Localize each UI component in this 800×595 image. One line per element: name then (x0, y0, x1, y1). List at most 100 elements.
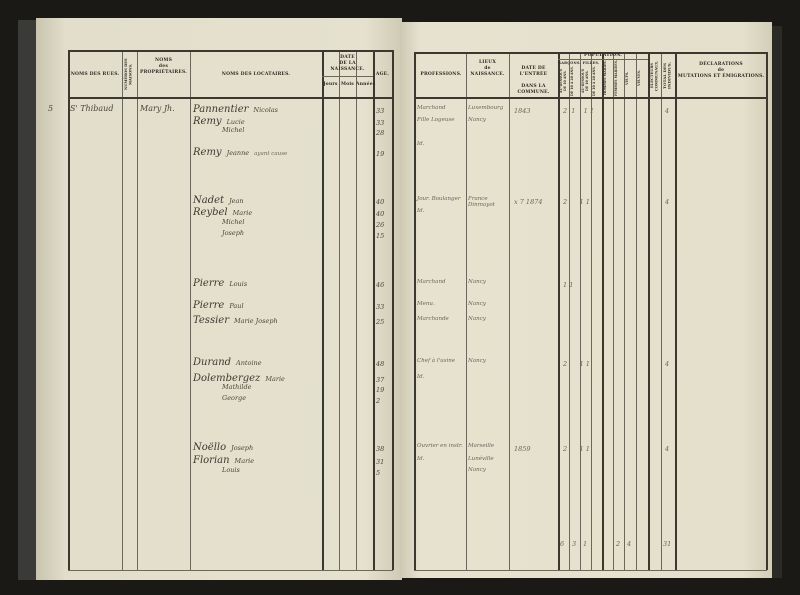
age-value: 19 (376, 150, 385, 158)
header-subcolumn: VEUVES. (637, 70, 641, 86)
column-line (648, 52, 650, 570)
column-line (190, 50, 191, 570)
tenant-given-name: George (222, 394, 247, 402)
tenant-row: Remy Lucie (193, 116, 245, 127)
birthplace-value: Lunéville (468, 456, 494, 462)
tenant-row: Pierre Louis (193, 278, 247, 289)
profession-value: Marchand (417, 279, 446, 285)
tenant-given-name: Jean (229, 197, 244, 205)
tenant-surname: Durand (193, 357, 232, 368)
tenant-given-name: Marie (232, 209, 253, 217)
age-value: 33 (376, 303, 385, 311)
column-line (392, 50, 394, 570)
tenant-given-name: Lucie (226, 118, 245, 126)
tenant-row: Remy Jeanne ayant cause (193, 147, 287, 158)
tenant-surname: Pierre (193, 300, 225, 311)
birth-date-divider (322, 76, 373, 77)
tenant-given-name: Joseph (231, 444, 254, 452)
profession-value: Menu. (417, 301, 435, 307)
tenant-surname: Remy (193, 116, 222, 127)
tenant-surname: Dolembergez (193, 373, 261, 384)
header-top-line (68, 50, 393, 52)
house-number: 5 (48, 104, 54, 113)
header-profession: PROFESSIONS. (420, 72, 462, 77)
profession-value: Marchand (417, 105, 446, 111)
profession-value: Chef à l'usine (417, 358, 456, 364)
birthplace-value: Nancy (468, 358, 486, 364)
column-line (613, 52, 614, 570)
profession-value: Id. (417, 208, 425, 214)
tenant-row: Michel (222, 218, 245, 226)
column-line (766, 52, 768, 570)
header-birth-date: DATE DE LA NAISSANCE. (322, 55, 373, 73)
population-divider (558, 59, 648, 60)
profession-value: Ouvrier en instr. (417, 443, 463, 449)
header-month: Mois (340, 82, 355, 87)
age-value: 48 (376, 360, 385, 368)
tenant-note: ayant cause (254, 151, 288, 157)
birthplace-value: Nancy (468, 301, 486, 307)
column-line (356, 50, 357, 570)
tenant-given-name: Michel (222, 126, 245, 134)
column-line (602, 52, 604, 570)
birthplace-value: Luxembourg (468, 105, 504, 111)
header-year: Années (356, 82, 376, 87)
tenant-row: Nadet Jean (193, 195, 244, 206)
profession-value: Jour. Boulanger (417, 196, 461, 202)
age-value: 46 (376, 281, 385, 289)
header-subcolumn: AU-DESSOUS DE 10 ANS. (581, 68, 589, 94)
column-line (624, 52, 625, 570)
population-counts: 2 1 1 1 (563, 107, 595, 115)
total-value: 4 (665, 107, 670, 115)
header-subcolumn: FEMMES MARIÉES. (614, 60, 618, 96)
age-value: 37 (376, 376, 385, 384)
tenant-row: Dolembergez Marie (193, 373, 285, 384)
column-line (509, 52, 510, 570)
header-bottom-line (414, 97, 767, 99)
profession-value: Fille Logeuse (417, 117, 455, 123)
entry-date-line2: DANS LA COMMUNE. (517, 84, 550, 95)
column-total: 3 (572, 540, 577, 548)
column-line (569, 52, 570, 570)
header-boys: GARÇONS. (558, 61, 581, 65)
header-age: AGE. (375, 72, 390, 77)
header-day: Jours (323, 82, 338, 87)
table-bottom-line (414, 570, 767, 571)
owners-line2: des (158, 64, 169, 69)
age-value: 19 (376, 386, 385, 394)
population-counts: 2 1 1 (563, 445, 590, 453)
population-counts: 2 1 1 (563, 360, 590, 368)
header-entry-date: DATE DE L'ENTRÉE DANS LA COMMUNE. (509, 66, 558, 96)
street-name: S' Thibaud (70, 104, 114, 113)
header-girls: FILLES. (582, 61, 600, 65)
column-total: 2 (616, 540, 621, 548)
tenant-given-name: Marie (265, 375, 285, 383)
age-value: 26 (376, 221, 385, 229)
population-counts: 1 1 (563, 281, 574, 289)
birthplace-value: Nancy (468, 279, 486, 285)
age-value: 5 (376, 469, 381, 477)
owner-name: Mary Jh. (140, 104, 175, 113)
tenant-surname: Pierre (193, 278, 225, 289)
header-owners: NOMS des PROPRIÉTAIRES. (137, 58, 190, 76)
tenant-row: Pierre Paul (193, 300, 244, 311)
tenant-given-name: Joseph (222, 229, 245, 237)
header-subcolumn: AU-DESSOUS DE 10 ANS. (559, 68, 567, 94)
birth-date-line2: DE LA NAISSANCE. (330, 61, 365, 72)
declarations-line1: DÉCLARATIONS (699, 62, 743, 67)
age-value: 33 (376, 119, 385, 127)
tenant-surname: Tessier (193, 315, 229, 326)
profession-value: Id. (417, 374, 425, 380)
header-voters: ÉLECTEURS COMMUNAUX. (650, 60, 659, 92)
birthplace-value: Nancy (468, 467, 486, 473)
right-page (400, 22, 772, 578)
book-cover-edge-left (18, 20, 38, 580)
tenant-given-name: Louis (222, 466, 240, 474)
tenant-given-name: Marie Joseph (233, 317, 278, 325)
tenant-row: Reybel Marie (193, 207, 252, 218)
left-page (36, 18, 402, 580)
birthplace-line3: NAISSANCE. (470, 72, 505, 77)
header-subcolumn: VEUFS. (625, 71, 629, 85)
header-tenants: NOMS DES LOCATAIRES. (221, 72, 291, 77)
column-line (339, 50, 340, 570)
